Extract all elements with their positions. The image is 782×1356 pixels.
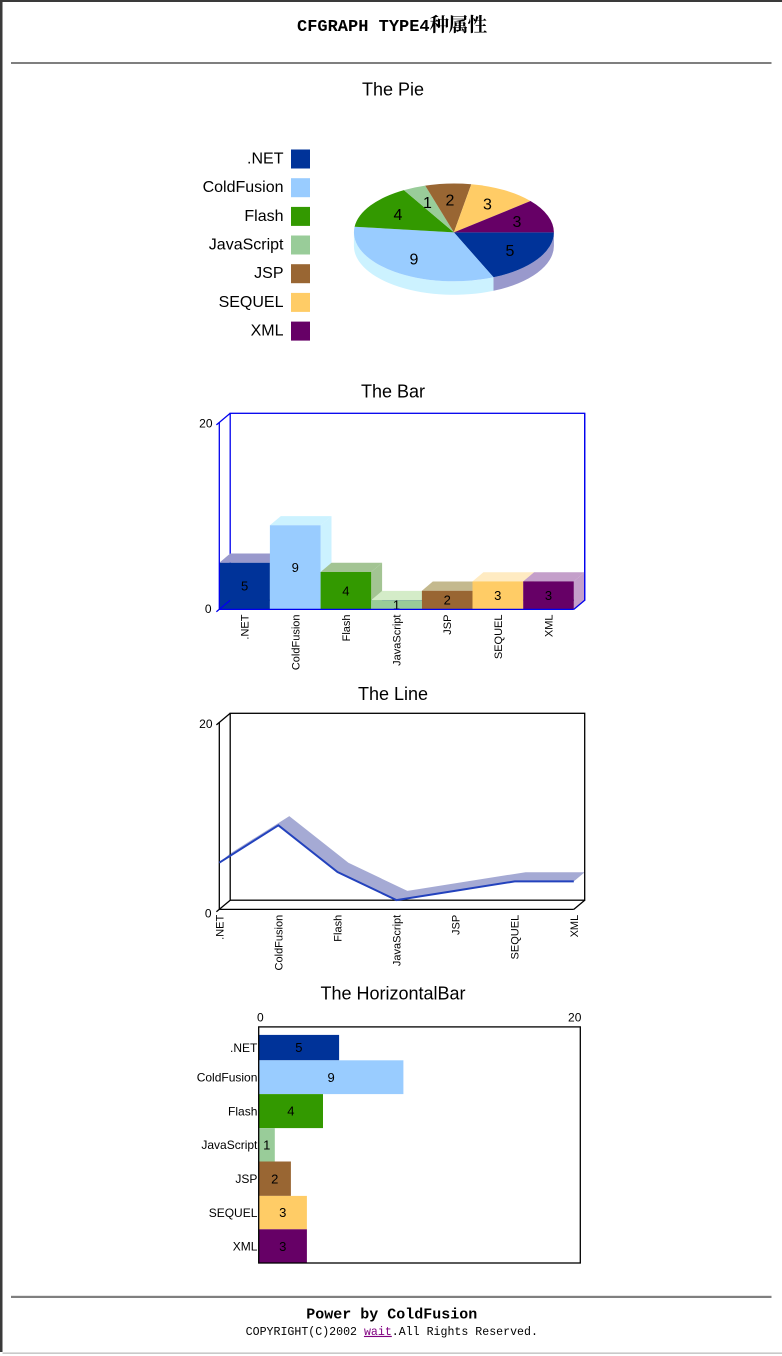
svg-text:20: 20 <box>568 1011 582 1025</box>
svg-text:The Line: The Line <box>358 684 428 704</box>
svg-text:3: 3 <box>279 1239 286 1254</box>
svg-text:JSP: JSP <box>254 265 283 282</box>
svg-text:3: 3 <box>545 588 552 603</box>
svg-text:.NET: .NET <box>247 151 284 168</box>
svg-text:SEQUEL: SEQUEL <box>219 294 284 311</box>
svg-text:JavaScript: JavaScript <box>392 615 404 666</box>
svg-text:ColdFusion: ColdFusion <box>197 1071 258 1085</box>
svg-text:9: 9 <box>409 251 418 268</box>
svg-text:0: 0 <box>205 602 212 616</box>
svg-text:1: 1 <box>263 1137 270 1152</box>
svg-text:SEQUEL: SEQUEL <box>209 1206 258 1220</box>
svg-text:.NET: .NET <box>240 614 252 639</box>
svg-text:JavaScript: JavaScript <box>201 1138 258 1152</box>
svg-text:ColdFusion: ColdFusion <box>273 915 285 971</box>
svg-text:JSP: JSP <box>235 1172 257 1186</box>
svg-text:COPYRIGHT(C)2002 wait.All Righ: COPYRIGHT(C)2002 wait.All Rights Reserve… <box>246 1326 538 1339</box>
svg-text:Power by ColdFusion: Power by ColdFusion <box>306 1307 477 1324</box>
svg-text:XML: XML <box>251 323 284 340</box>
svg-text:SEQUEL: SEQUEL <box>493 615 505 660</box>
svg-text:20: 20 <box>199 417 213 431</box>
svg-text:XML: XML <box>544 615 556 638</box>
svg-text:The HorizontalBar: The HorizontalBar <box>320 983 465 1003</box>
svg-text:3: 3 <box>483 197 492 214</box>
svg-text:The Bar: The Bar <box>361 382 425 402</box>
svg-text:JSP: JSP <box>442 615 454 635</box>
svg-text:JavaScript: JavaScript <box>209 237 284 254</box>
svg-text:9: 9 <box>292 560 299 575</box>
svg-text:5: 5 <box>295 1040 302 1055</box>
svg-text:ColdFusion: ColdFusion <box>203 179 284 196</box>
svg-text:.NET: .NET <box>214 915 226 940</box>
svg-text:0: 0 <box>205 907 212 921</box>
svg-text:1: 1 <box>423 195 432 212</box>
svg-text:3: 3 <box>279 1205 286 1220</box>
svg-text:Flash: Flash <box>341 615 353 642</box>
svg-text:XML: XML <box>569 915 581 938</box>
svg-text:4: 4 <box>342 583 349 598</box>
svg-text:Flash: Flash <box>333 915 345 942</box>
svg-text:4: 4 <box>287 1104 294 1119</box>
svg-text:CFGRAPH TYPE4: CFGRAPH TYPE4 <box>297 18 430 37</box>
svg-text:2: 2 <box>446 192 455 209</box>
svg-text:ColdFusion: ColdFusion <box>290 615 302 671</box>
svg-text:5: 5 <box>241 579 248 594</box>
svg-text:SEQUEL: SEQUEL <box>510 915 522 960</box>
svg-text:9: 9 <box>327 1070 334 1085</box>
svg-text:Flash: Flash <box>244 208 283 225</box>
svg-text:JavaScript: JavaScript <box>392 915 404 966</box>
svg-text:Flash: Flash <box>228 1104 257 1118</box>
svg-text:.NET: .NET <box>230 1041 258 1055</box>
svg-text:XML: XML <box>233 1240 258 1254</box>
svg-text:JSP: JSP <box>451 915 463 935</box>
svg-text:4: 4 <box>393 207 402 224</box>
svg-text:3: 3 <box>512 214 521 231</box>
svg-text:2: 2 <box>271 1171 278 1186</box>
svg-text:20: 20 <box>199 717 213 731</box>
svg-text:0: 0 <box>257 1011 264 1025</box>
svg-text:3: 3 <box>494 588 501 603</box>
svg-text:The Pie: The Pie <box>362 80 424 100</box>
svg-text:1: 1 <box>393 597 400 612</box>
svg-text:2: 2 <box>444 593 451 608</box>
svg-text:5: 5 <box>505 243 514 260</box>
